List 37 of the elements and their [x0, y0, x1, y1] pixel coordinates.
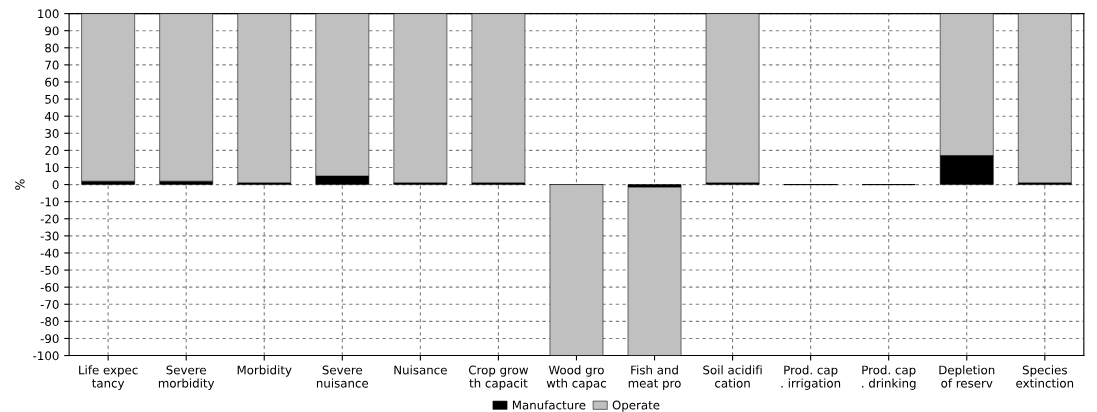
y-tick-label: 50: [45, 94, 59, 104]
x-tick-label: Species extinction: [1016, 365, 1074, 388]
y-tick-label: -50: [40, 265, 59, 275]
y-tick-label: -80: [40, 317, 59, 327]
y-tick-label: -10: [40, 197, 59, 207]
y-tick-label: 10: [45, 163, 59, 173]
legend-label: Operate: [612, 400, 660, 412]
x-tick-label: Nuisance: [394, 365, 447, 375]
y-tick-label: -60: [40, 282, 59, 292]
x-tick-label: Life expec tancy: [79, 365, 138, 390]
y-tick-label: 30: [45, 129, 59, 138]
x-tick-label: Severe morbidity: [158, 365, 215, 390]
y-tick-label: 40: [44, 111, 59, 121]
x-tick-label: Fish and meat pro: [628, 365, 681, 390]
y-tick-label: 90: [45, 26, 59, 36]
x-tick-label: Wood gro wth capac: [546, 365, 606, 390]
legend-label: Manufacture: [512, 400, 586, 410]
y-tick-label: -90: [40, 334, 59, 344]
y-tick-label: -100: [33, 351, 59, 361]
x-tick-label: Crop grow th capacit: [468, 365, 529, 390]
y-tick-label: -70: [40, 299, 59, 309]
y-tick-label: 0: [52, 180, 59, 190]
x-tick-label: Morbidity: [237, 365, 292, 377]
x-tick-label: Prod. cap . irrigation: [781, 365, 841, 390]
y-tick-label: 20: [45, 146, 59, 156]
y-tick-label: 80: [45, 43, 59, 53]
y-tick-label: 70: [45, 60, 59, 70]
x-tick-label: Severe nuisance: [316, 365, 369, 388]
x-tick-label: Depletion of reserv: [939, 365, 995, 388]
y-tick-label: -20: [40, 214, 59, 224]
y-axis-title: %: [15, 179, 25, 190]
y-tick-label: -30: [40, 231, 59, 241]
y-tick-label: 60: [45, 77, 59, 87]
x-tick-label: Prod. cap . drinking: [862, 365, 916, 390]
x-tick-label: Soil acidifi cation: [703, 365, 762, 388]
y-tick-label: 100: [38, 9, 59, 19]
y-tick-label: -40: [40, 248, 59, 258]
